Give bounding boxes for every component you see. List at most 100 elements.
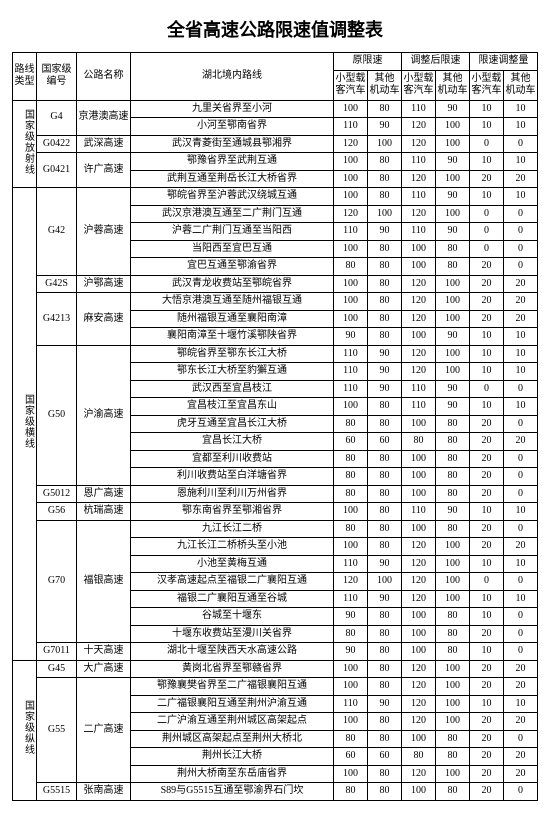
cell-diff-other: 10 [504,363,538,381]
cell-orig-other: 90 [368,223,402,241]
cell-new-other: 100 [436,310,470,328]
cell-new-small: 100 [402,328,436,346]
cell-diff-other: 0 [504,520,538,538]
cell-segment: 大悟京港澳互通至随州福银互通 [131,293,334,311]
cell-orig-other: 80 [368,100,402,118]
cell-segment: 鄂豫襄樊省界至二广福银襄阳互通 [131,678,334,696]
cell-segment: 小河至鄂南省界 [131,118,334,136]
table-row: G50沪渝高速鄂皖省界至鄂东长江大桥110901201001010 [13,345,538,363]
cell-new-other: 100 [436,555,470,573]
cell-new-other: 100 [436,678,470,696]
hdr-other-veh: 其他机动车 [504,70,538,100]
cell-diff-other: 20 [504,538,538,556]
cell-new-small: 110 [402,100,436,118]
cell-orig-other: 90 [368,363,402,381]
cell-new-other: 90 [436,100,470,118]
cell-road-name: 京港澳高速 [77,100,131,135]
cell-new-small: 120 [402,590,436,608]
cell-orig-other: 80 [368,660,402,678]
cell-new-small: 110 [402,153,436,171]
cell-diff-small: 20 [470,310,504,328]
cell-diff-other: 10 [504,590,538,608]
cell-new-other: 100 [436,713,470,731]
cell-segment: 二广福银襄阳互通至荆州沪渝互通 [131,695,334,713]
hdr-orig-limit: 原限速 [334,53,402,71]
cell-diff-small: 20 [470,520,504,538]
cell-segment: 武汉京港澳互通至二广荆门互通 [131,205,334,223]
cell-road-name: 杭瑞高速 [77,503,131,521]
cell-orig-small: 110 [334,345,368,363]
cell-diff-small: 20 [470,293,504,311]
cell-orig-small: 60 [334,748,368,766]
cell-new-small: 110 [402,503,436,521]
table-row: G4213麻安高速大悟京港澳互通至随州福银互通100801201002020 [13,293,538,311]
cell-new-small: 120 [402,118,436,136]
cell-diff-small: 0 [470,380,504,398]
cell-diff-other: 20 [504,748,538,766]
hdr-road-name: 公路名称 [77,53,131,101]
cell-code: G4213 [37,293,77,346]
cell-diff-other: 10 [504,188,538,206]
cell-orig-small: 120 [334,135,368,153]
cell-road-name: 福银高速 [77,520,131,643]
cell-new-small: 120 [402,555,436,573]
cell-orig-small: 100 [334,310,368,328]
hdr-segment: 湖北境内路线 [131,53,334,101]
cell-segment: 襄阳南漳至十堰竹溪鄂陕省界 [131,328,334,346]
cell-new-other: 80 [436,485,470,503]
cell-diff-small: 10 [470,555,504,573]
cell-new-other: 80 [436,608,470,626]
cell-orig-other: 100 [368,135,402,153]
cell-new-other: 90 [436,398,470,416]
cell-diff-other: 0 [504,468,538,486]
cell-diff-other: 10 [504,695,538,713]
cell-diff-other: 10 [504,100,538,118]
cell-orig-small: 90 [334,643,368,661]
cell-orig-small: 110 [334,695,368,713]
table-body: 国家级放射线G4京港澳高速九里关省界至小河10080110901010小河至鄂南… [13,100,538,800]
cell-code: G5515 [37,783,77,801]
cell-diff-other: 20 [504,765,538,783]
cell-segment: 二广沪渝互通至荆州城区高架起点 [131,713,334,731]
cell-segment: 武汉青菱街至通城县鄂湘界 [131,135,334,153]
cell-segment: 九江长江二桥桥头至小池 [131,538,334,556]
cell-orig-other: 80 [368,538,402,556]
cell-orig-small: 80 [334,258,368,276]
cell-segment: 黄岗北省界至鄂赣省界 [131,660,334,678]
table-row: G56杭瑞高速鄂东南省界至鄂湘省界10080110901010 [13,503,538,521]
cell-road-name: 大广高速 [77,660,131,678]
cell-segment: 鄂豫省界至武荆互通 [131,153,334,171]
cell-segment: 荆州城区高架起点至荆州大桥北 [131,730,334,748]
cell-segment: 九里关省界至小河 [131,100,334,118]
cell-orig-small: 120 [334,205,368,223]
table-header: 路线类型 国家级编号 公路名称 湖北境内路线 原限速 调整后限速 限速调整量 小… [13,53,538,101]
cell-new-other: 80 [436,643,470,661]
hdr-small-car: 小型载客汽车 [334,70,368,100]
cell-road-name: 沪渝高速 [77,345,131,485]
cell-orig-small: 110 [334,118,368,136]
cell-segment: 宜都至利川收费站 [131,450,334,468]
cell-segment: 鄂皖省界至鄂东长江大桥 [131,345,334,363]
cell-orig-other: 80 [368,258,402,276]
cell-orig-other: 80 [368,170,402,188]
cell-new-other: 80 [436,730,470,748]
cell-segment: 宜巴互通至鄂渝省界 [131,258,334,276]
cell-orig-small: 100 [334,293,368,311]
cell-diff-small: 20 [470,258,504,276]
table-row: G70福银高速九江长江二桥808010080200 [13,520,538,538]
hdr-route-type: 路线类型 [13,53,37,101]
cell-segment: 小池至黄梅互通 [131,555,334,573]
cell-orig-other: 80 [368,450,402,468]
table-row: G55二广高速鄂豫襄樊省界至二广福银襄阳互通100801201002020 [13,678,538,696]
cell-segment: 恩施利川至利川万州省界 [131,485,334,503]
cell-orig-small: 80 [334,625,368,643]
cell-new-small: 120 [402,205,436,223]
cell-new-small: 120 [402,765,436,783]
cell-code: G42S [37,275,77,293]
cell-diff-small: 10 [470,503,504,521]
cell-code: G42 [37,188,77,276]
cell-new-small: 100 [402,450,436,468]
cell-diff-other: 10 [504,328,538,346]
cell-new-other: 90 [436,380,470,398]
cell-new-other: 80 [436,468,470,486]
